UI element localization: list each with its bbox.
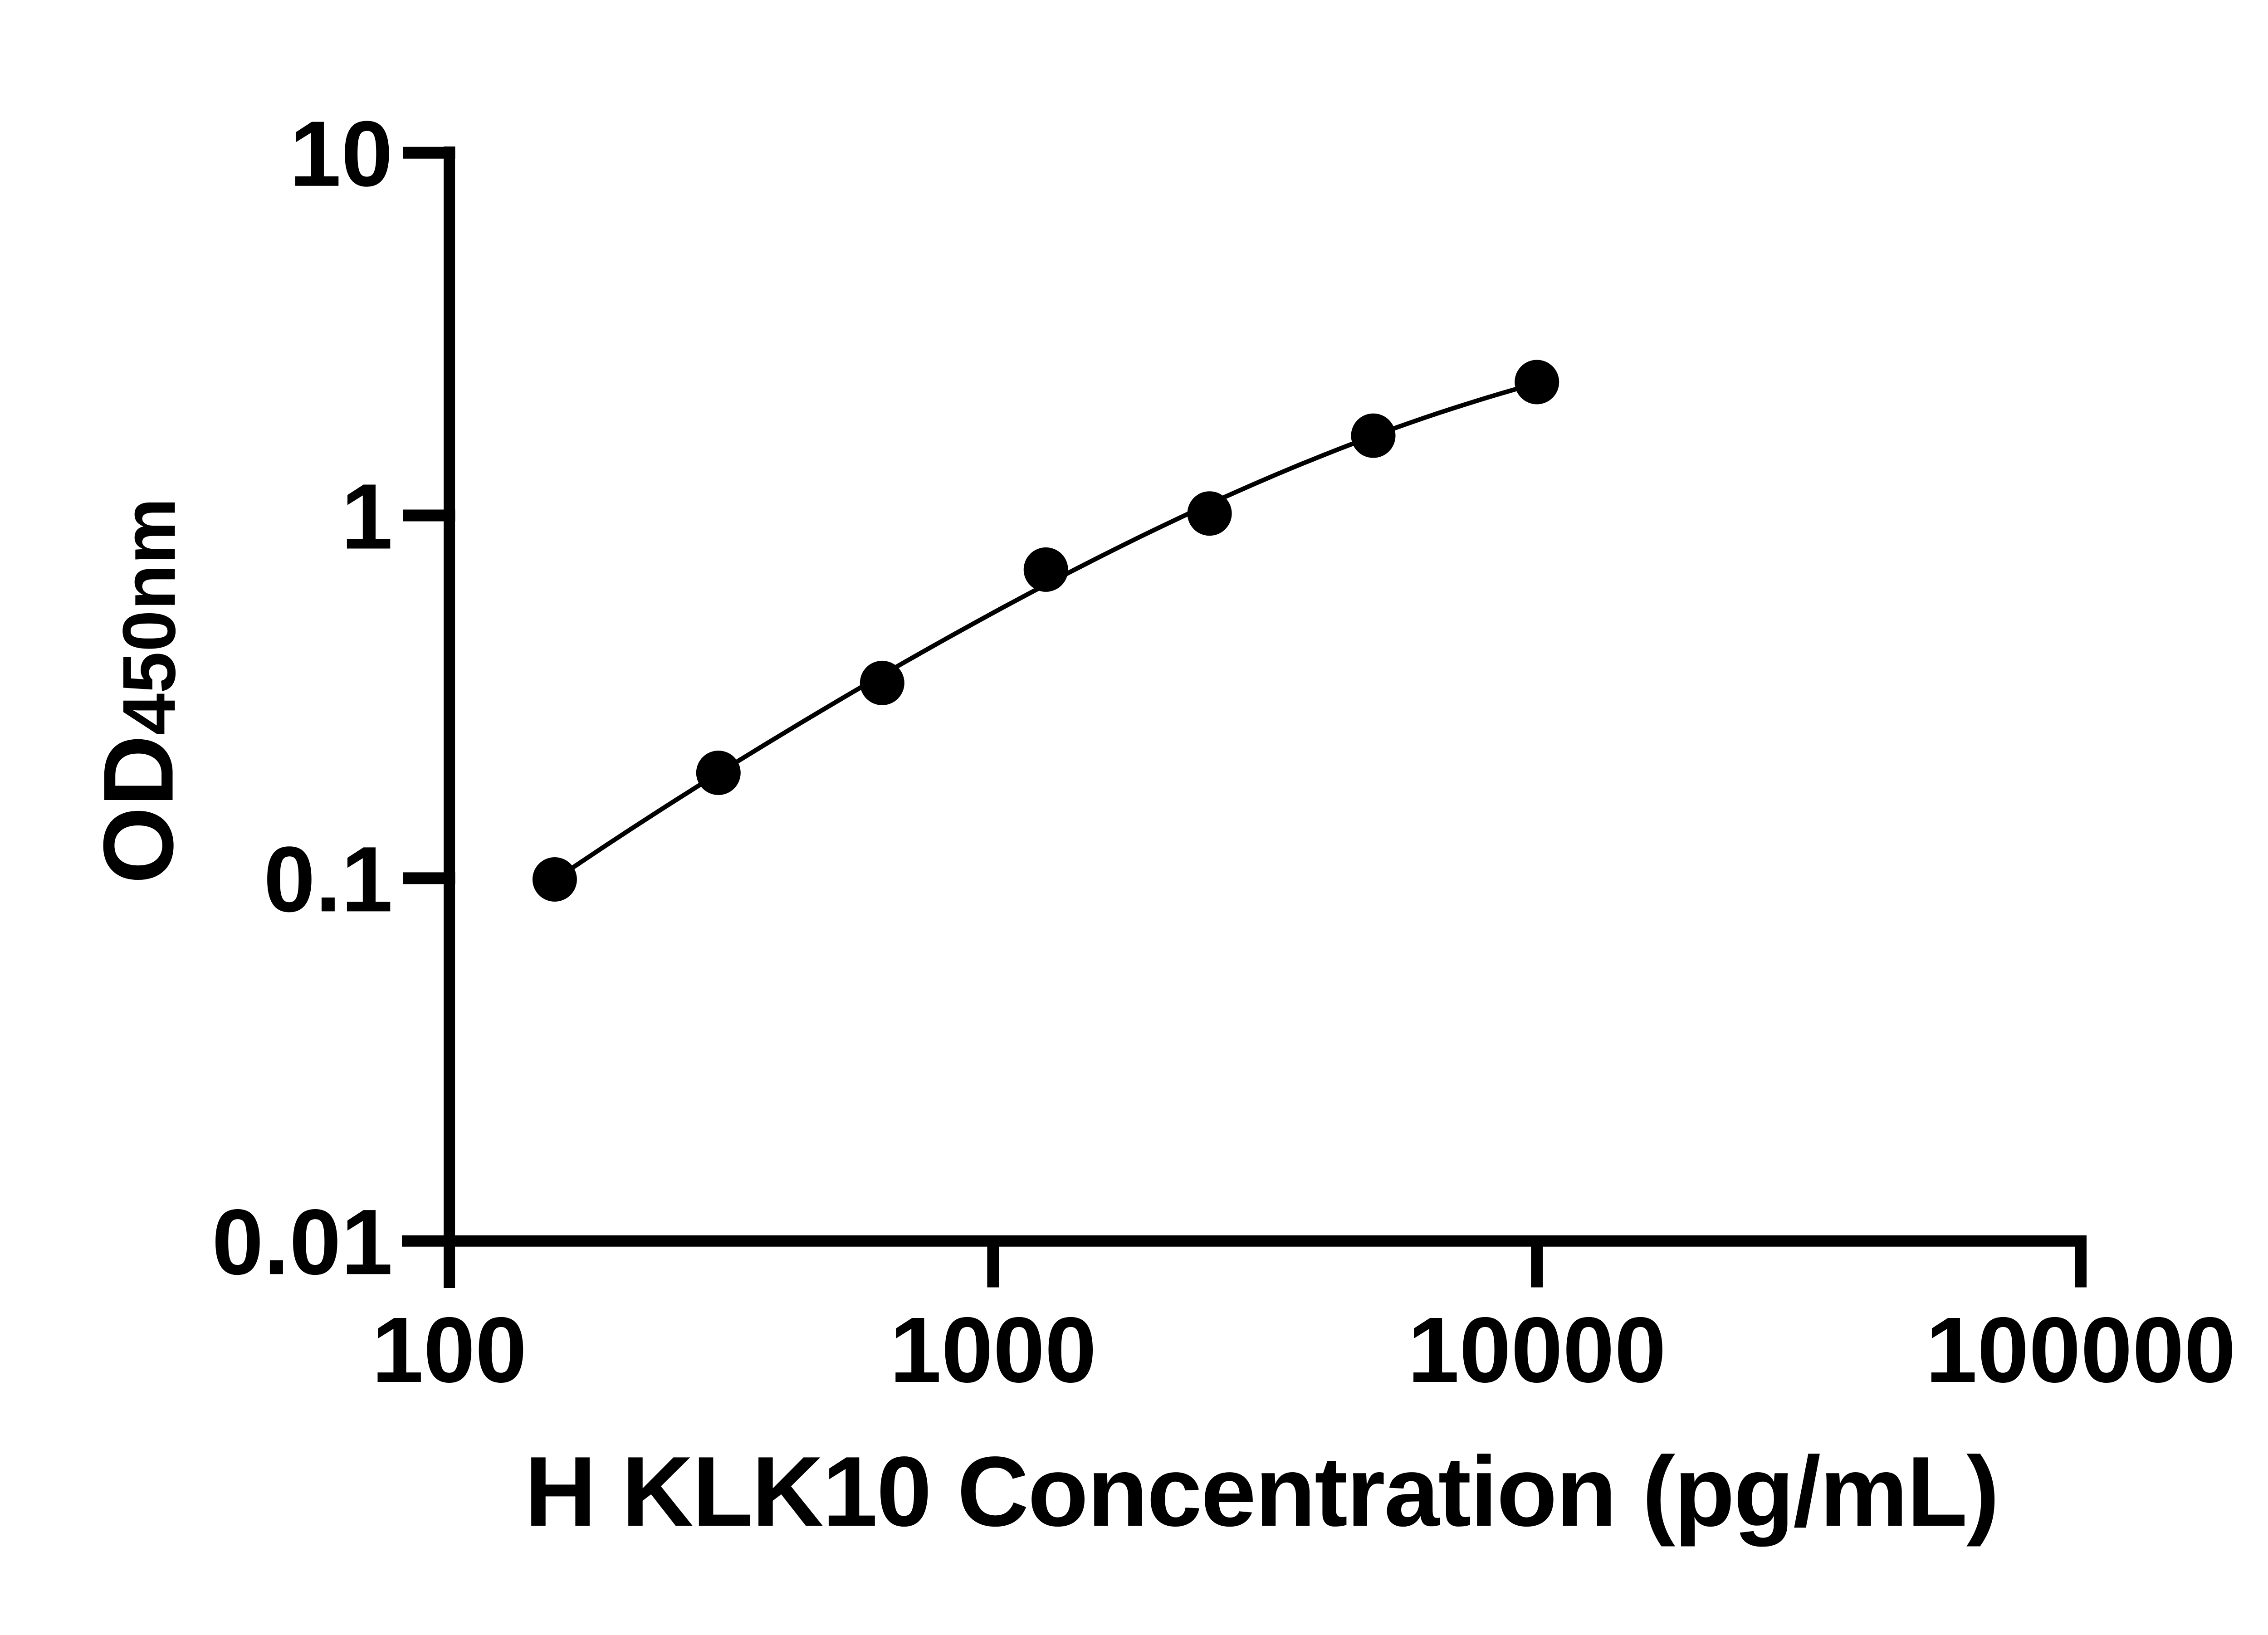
svg-text:100000: 100000 (1926, 1298, 2236, 1402)
svg-text:100: 100 (372, 1298, 527, 1402)
svg-text:10: 10 (289, 102, 393, 206)
svg-text:1: 1 (341, 465, 393, 569)
svg-text:1000: 1000 (890, 1298, 1096, 1402)
svg-text:10000: 10000 (1408, 1298, 1666, 1402)
svg-text:H KLK10 Concentration (pg/mL): H KLK10 Concentration (pg/mL) (525, 1436, 1999, 1547)
svg-text:0.1: 0.1 (264, 827, 393, 931)
svg-text:0.01: 0.01 (212, 1190, 393, 1294)
